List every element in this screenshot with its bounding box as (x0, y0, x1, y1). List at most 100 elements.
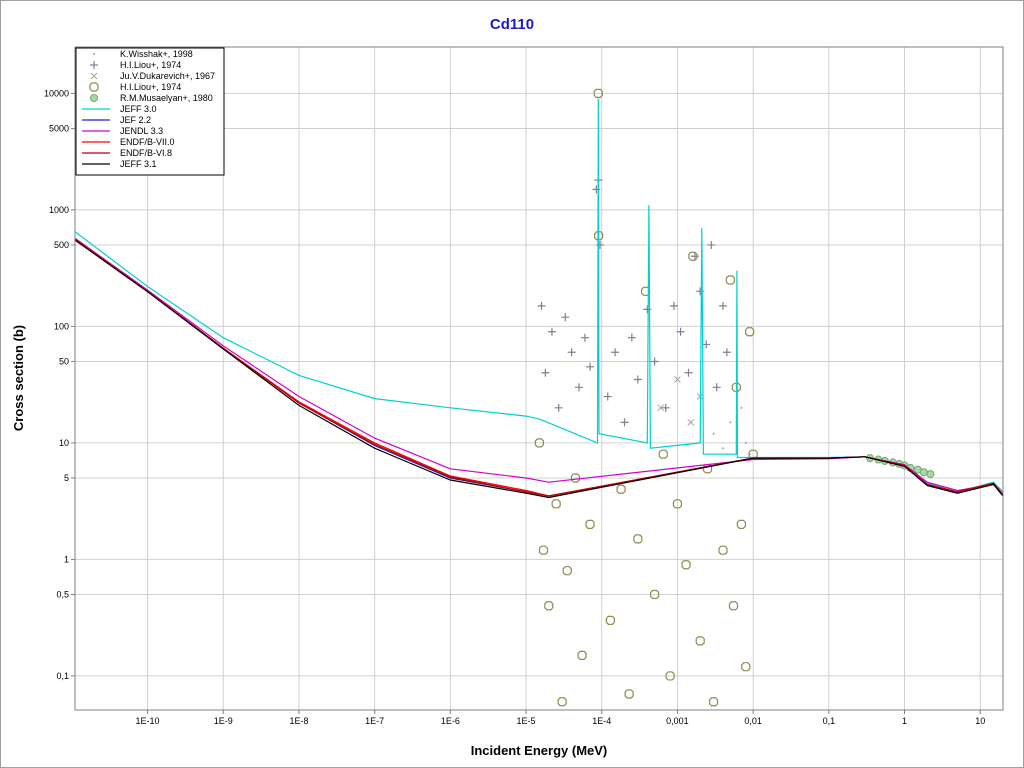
legend-label: H.I.Liou+, 1974 (120, 82, 181, 92)
data-point (707, 240, 716, 249)
data-point (919, 468, 928, 477)
data-point (594, 231, 604, 241)
data-point (722, 447, 725, 450)
x-tick-label: 1E-7 (365, 716, 384, 726)
y-tick-label: 100 (54, 321, 69, 331)
legend-label: ENDF/B-VI.8 (120, 148, 172, 158)
data-point (551, 499, 561, 509)
data-point (603, 392, 612, 401)
chart-title: Cd110 (490, 16, 534, 33)
x-tick-label: 0,1 (823, 716, 836, 726)
x-tick-label: 1E-4 (592, 716, 611, 726)
data-point (702, 340, 711, 349)
x-tick-label: 0,001 (666, 716, 689, 726)
data-point (537, 301, 546, 310)
data-point (616, 484, 626, 494)
data-point (577, 650, 587, 661)
legend-label: K.Wisshak+, 1998 (120, 49, 193, 59)
data-point (712, 432, 715, 435)
y-tick-label: 50 (59, 356, 69, 366)
data-point (658, 449, 668, 459)
data-point (729, 421, 732, 424)
legend-label: ENDF/B-VII.0 (120, 137, 175, 147)
y-tick-label: 5 (64, 473, 69, 483)
data-line (75, 237, 1003, 497)
data-point (718, 545, 728, 555)
data-point (557, 697, 567, 707)
data-point (580, 333, 589, 342)
x-tick-label: 1E-8 (289, 716, 308, 726)
data-point (740, 406, 743, 409)
data-point (736, 519, 747, 529)
data-point (547, 327, 556, 336)
data-point (672, 499, 683, 509)
y-tick-label: 10000 (44, 88, 69, 98)
legend-label: JEFF 3.0 (120, 104, 157, 114)
x-tick-label: 1E-10 (136, 716, 160, 726)
legend-swatch (89, 82, 99, 92)
x-tick-label: 1E-9 (214, 716, 233, 726)
data-point (665, 671, 675, 681)
data-point (745, 327, 755, 337)
legend-swatch (93, 53, 95, 55)
data-line (75, 239, 1003, 499)
legend-swatch (90, 94, 98, 102)
data-point (541, 368, 550, 377)
data-point (661, 403, 670, 412)
data-point (719, 301, 728, 310)
data-point (624, 689, 634, 699)
x-axis-label: Incident Energy (MeV) (471, 743, 608, 758)
data-point (688, 251, 698, 261)
data-point (687, 419, 695, 426)
data-point (684, 368, 693, 377)
data-point (725, 275, 735, 285)
data-point (728, 601, 739, 611)
legend-label: H.I.Liou+, 1974 (120, 60, 181, 70)
data-point (741, 662, 751, 672)
x-tick-label: 1E-6 (441, 716, 460, 726)
data-point (633, 375, 642, 384)
data-point (676, 327, 685, 336)
data-point (695, 636, 705, 646)
data-point (627, 333, 636, 342)
data-point (562, 566, 572, 576)
data-point (586, 362, 595, 371)
data-point (570, 473, 581, 483)
data-point (696, 287, 705, 296)
x-tick-label: 1 (902, 716, 907, 726)
data-point (669, 301, 678, 310)
data-point (731, 382, 741, 392)
legend-swatch (90, 72, 98, 80)
grid (71, 47, 1003, 714)
data-point (926, 470, 935, 479)
y-tick-label: 0,1 (56, 671, 69, 681)
plot-border (74, 46, 1004, 711)
legend-box (75, 47, 225, 176)
legend-label: JENDL 3.3 (120, 126, 163, 136)
plot-area (75, 88, 1003, 707)
data-point (681, 560, 691, 570)
data-line (75, 238, 1003, 497)
data-point (593, 88, 603, 98)
data-point (561, 313, 570, 322)
data-point (712, 383, 721, 392)
y-axis-label: Cross section (b) (11, 325, 26, 431)
data-point (633, 534, 643, 544)
legend-label: Ju.V.Dukarevich+, 1967 (120, 71, 215, 81)
data-point (605, 615, 615, 625)
data-point (657, 404, 664, 412)
legend-label: R.M.Musaelyan+, 1980 (120, 93, 213, 103)
data-point (650, 589, 660, 600)
y-tick-label: 1000 (49, 205, 69, 215)
data-point (674, 376, 681, 383)
data-point (650, 357, 659, 366)
data-point (708, 697, 719, 707)
y-tick-label: 0,5 (56, 589, 69, 599)
legend-label: JEF 2.2 (120, 115, 151, 125)
legend-label: JEFF 3.1 (120, 159, 157, 169)
x-tick-label: 1E-5 (517, 716, 536, 726)
data-point (567, 348, 576, 357)
data-point (538, 545, 549, 555)
